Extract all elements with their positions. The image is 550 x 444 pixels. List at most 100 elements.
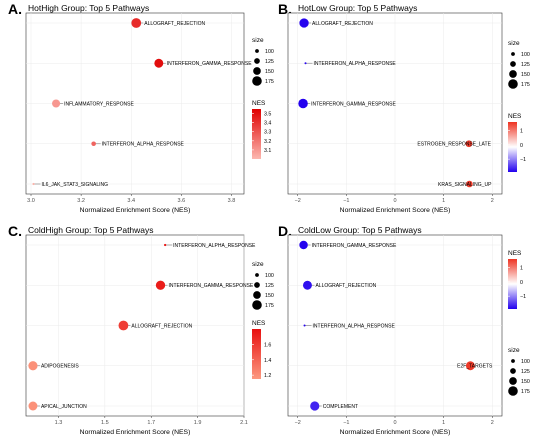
color-legend-bar <box>252 109 261 159</box>
size-legend-label: 150 <box>265 293 274 299</box>
pathway-point <box>131 18 142 28</box>
pathway-label: APICAL_JUNCTION <box>41 404 87 410</box>
panel-a: A. HotHigh Group: Top 5 Pathways 3.0 3.2 3.4… <box>8 1 274 214</box>
color-legend-title: NES <box>508 113 522 120</box>
pathway-point <box>310 401 320 411</box>
size-legend-label: 175 <box>521 389 530 395</box>
size-legend-title: size <box>508 40 520 47</box>
pathway-label: ALLOGRAFT_REJECTION <box>131 323 192 329</box>
x-axis-label: Normalized Enrichment Score (NES) <box>340 429 451 436</box>
pathway-label: ESTROGEN_RESPONSE_LATE <box>417 142 491 148</box>
size-legend-label: 125 <box>521 369 530 375</box>
pathway-point <box>32 182 35 186</box>
size-legend-dot <box>509 70 517 78</box>
pathway-point <box>154 58 164 68</box>
pathway-label: INFLAMMATORY_RESPONSE <box>64 101 134 107</box>
pathway-label: KRAS_SIGNALING_UP <box>438 182 492 188</box>
size-legend-label: 150 <box>521 379 530 385</box>
size-legend-title: size <box>252 261 264 268</box>
pathway-label: INTERFERON_GAMMA_RESPONSE <box>169 283 254 289</box>
color-legend-label: 3.4 <box>264 121 271 127</box>
x-tick-label: 3.6 <box>178 198 186 204</box>
pathway-point <box>298 98 308 109</box>
color-legend-label: 1.4 <box>264 358 271 364</box>
pathway-label: INTERFERON_ALPHA_RESPONSE <box>173 243 256 249</box>
color-legend-bar <box>252 329 261 379</box>
color-legend-label: 3.2 <box>264 139 271 145</box>
panel-title: HotHigh Group: Top 5 Pathways <box>28 3 149 13</box>
size-legend-dot <box>510 368 516 374</box>
x-tick-label: −1 <box>343 420 349 426</box>
color-legend-label: 0 <box>520 143 523 149</box>
size-legend-label: 175 <box>521 82 530 88</box>
size-legend-dot <box>255 273 259 277</box>
x-tick-label: 2 <box>491 420 494 426</box>
size-legend-dot <box>509 377 517 385</box>
pathway-label: INTERFERON_GAMMA_RESPONSE <box>311 101 396 107</box>
x-tick-label: 3.2 <box>77 198 85 204</box>
size-legend-label: 125 <box>521 62 530 68</box>
color-legend-label: 3.1 <box>264 148 271 154</box>
x-tick-label: 1.3 <box>55 420 63 426</box>
x-tick-label: 1.9 <box>194 420 202 426</box>
x-axis-label: Normalized Enrichment Score (NES) <box>340 207 451 214</box>
pathway-point <box>164 243 167 247</box>
color-legend-label: −1 <box>520 294 526 300</box>
x-tick-label: 0 <box>393 420 396 426</box>
pathway-label: INTERFERON_GAMMA_RESPONSE <box>312 243 397 249</box>
pathway-point <box>118 320 129 331</box>
x-tick-label: 2.1 <box>240 420 248 426</box>
size-legend-label: 175 <box>265 303 274 309</box>
pathway-label: ADIPOGENESIS <box>41 364 79 370</box>
x-tick-label: 1 <box>442 420 445 426</box>
size-legend-label: 100 <box>265 273 274 279</box>
size-legend-dot <box>253 67 261 75</box>
size-legend-dot <box>511 359 515 363</box>
color-legend-label: 1 <box>520 129 523 135</box>
color-legend-label: −1 <box>520 157 526 163</box>
x-tick-label: 3.8 <box>228 198 236 204</box>
pathway-point <box>52 99 61 108</box>
color-legend-title: NES <box>252 320 266 327</box>
panel-title: ColdLow Group: Top 5 Pathways <box>298 225 422 235</box>
pathway-label: INTERFERON_GAMMA_RESPONSE <box>167 61 252 67</box>
size-legend-label: 100 <box>521 52 530 58</box>
pathway-label: ALLOGRAFT_REJECTION <box>315 283 376 289</box>
color-legend-label: 1.6 <box>264 342 271 348</box>
size-legend-dot <box>508 79 518 89</box>
size-legend-dot <box>508 386 518 396</box>
x-tick-label: 2 <box>491 198 494 204</box>
size-legend-dot <box>511 52 515 56</box>
size-legend-label: 150 <box>265 69 274 75</box>
x-axis-label: Normalized Enrichment Score (NES) <box>80 429 191 436</box>
color-legend-title: NES <box>252 100 266 107</box>
color-legend-bar <box>508 122 517 172</box>
pathway-point <box>299 18 309 28</box>
pathway-label: COMPLEMENT <box>323 404 358 410</box>
x-tick-label: 1.5 <box>101 420 109 426</box>
pathway-label: INTERFERON_ALPHA_RESPONSE <box>313 323 396 329</box>
x-tick-label: 3.4 <box>127 198 135 204</box>
pathway-point <box>302 280 312 290</box>
pathway-point <box>299 240 308 250</box>
x-tick-label: 1 <box>442 198 445 204</box>
pathway-label: INTERFERON_ALPHA_RESPONSE <box>314 61 397 67</box>
pathway-point <box>304 62 307 65</box>
pathway-point <box>466 180 473 188</box>
size-legend-label: 125 <box>265 283 274 289</box>
pathway-label: E2F_TARGETS <box>457 364 493 370</box>
panel-d: D. ColdLow Group: Top 5 Pathways−2 −1 0 1 2IN… <box>278 223 530 436</box>
panel-c: C. ColdHigh Group: Top 5 Pathways 1.3 1.5 1.… <box>8 223 274 436</box>
size-legend-dot <box>254 58 260 64</box>
panel-b: B. HotLow Group: Top 5 Pathways−2 −1 0 1 2ALL… <box>278 1 530 214</box>
x-tick-label: 0 <box>393 198 396 204</box>
panel-title: ColdHigh Group: Top 5 Pathways <box>28 225 154 235</box>
size-legend-title: size <box>508 347 520 354</box>
size-legend-dot <box>253 291 261 299</box>
color-legend-label: 3.5 <box>264 112 271 118</box>
x-tick-label: −2 <box>295 198 301 204</box>
x-tick-label: 1.7 <box>147 420 155 426</box>
size-legend-label: 125 <box>265 59 274 65</box>
size-legend-label: 100 <box>521 359 530 365</box>
